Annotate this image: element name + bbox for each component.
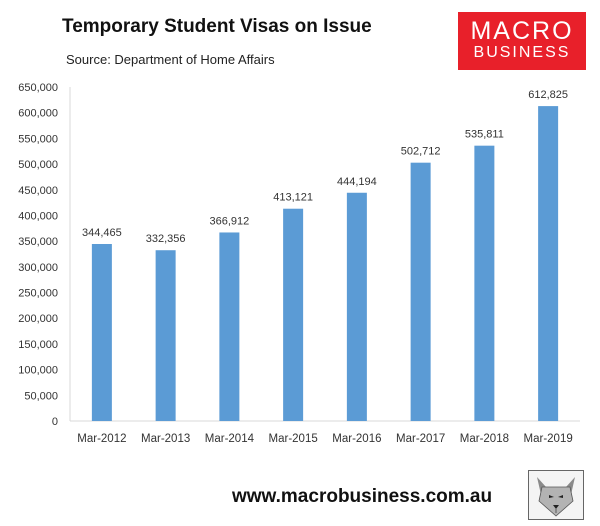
x-tick-label: Mar-2019 (524, 433, 573, 445)
y-tick-label: 650,000 (18, 82, 58, 94)
data-label: 344,465 (82, 227, 122, 239)
x-tick-label: Mar-2018 (460, 433, 509, 445)
chart-title: Temporary Student Visas on Issue (62, 16, 372, 37)
y-tick-label: 400,000 (18, 210, 58, 222)
y-tick-label: 150,000 (18, 339, 58, 351)
bar (283, 208, 304, 421)
wolf-mascot-image (528, 470, 584, 520)
bar (91, 243, 112, 421)
data-label: 535,811 (465, 129, 504, 141)
x-tick-label: Mar-2013 (141, 433, 190, 445)
x-tick-label: Mar-2015 (269, 433, 318, 445)
data-label: 502,712 (401, 146, 441, 158)
chart-source: Source: Department of Home Affairs (66, 52, 275, 67)
logo-line-1: MACRO (470, 17, 574, 45)
y-tick-label: 600,000 (18, 108, 58, 120)
bar (474, 145, 495, 421)
y-tick-label: 450,000 (18, 185, 58, 197)
y-tick-label: 350,000 (18, 236, 58, 248)
x-tick-label: Mar-2012 (77, 433, 126, 445)
logo-line-2: BUSINESS (473, 44, 571, 61)
footer-url: www.macrobusiness.com.au (232, 486, 493, 507)
y-tick-label: 100,000 (18, 365, 58, 377)
bar (155, 250, 176, 421)
data-label: 366,912 (209, 215, 249, 227)
y-tick-label: 550,000 (18, 133, 58, 145)
x-tick-label: Mar-2016 (332, 433, 381, 445)
y-tick-label: 50,000 (24, 390, 58, 402)
bar (538, 106, 559, 421)
bar (346, 192, 367, 421)
bar (410, 162, 431, 422)
y-tick-label: 250,000 (18, 288, 58, 300)
macrobusiness-logo: MACRO BUSINESS (458, 12, 586, 70)
y-tick-label: 0 (52, 416, 58, 428)
x-tick-label: Mar-2017 (396, 433, 445, 445)
y-tick-label: 300,000 (18, 262, 58, 274)
x-tick-label: Mar-2014 (205, 433, 255, 445)
data-label: 332,356 (146, 233, 186, 245)
data-label: 444,194 (337, 176, 377, 188)
y-tick-label: 200,000 (18, 313, 58, 325)
data-label: 413,121 (273, 192, 313, 204)
bar-chart: 0 50,000 100,000 150,000 200,000 250,000 300,0… (18, 82, 580, 445)
data-label: 612,825 (528, 89, 568, 101)
y-tick-label: 500,000 (18, 159, 58, 171)
bar (219, 232, 240, 421)
